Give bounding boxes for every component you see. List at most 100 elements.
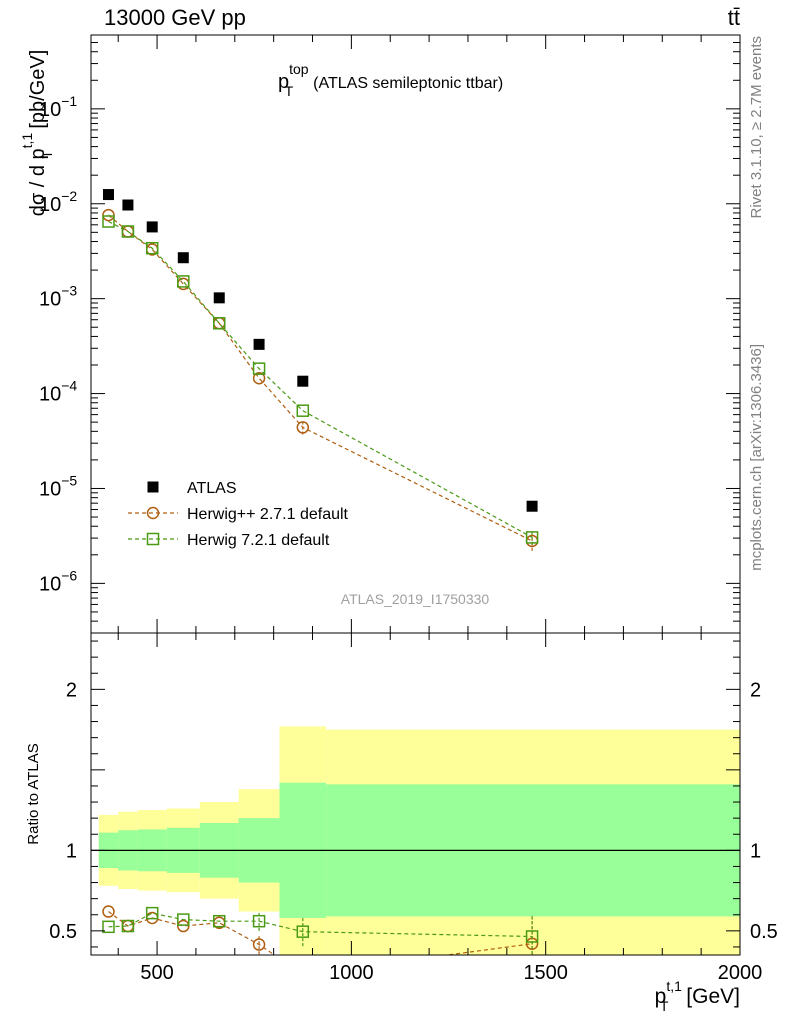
main-panel: 10−610−510−410−310−210−1 ptop T (ATLAS sem…: [19, 34, 741, 634]
ratio-point: [177, 913, 190, 926]
ratio-y-axis-label: Ratio to ATLAS: [25, 743, 42, 844]
rivet-label: Rivet 3.1.10, ≥ 2.7M events: [748, 36, 765, 219]
tick-base: 10: [39, 289, 61, 311]
y-tick-label: 10−6: [39, 567, 77, 595]
data-point: [253, 338, 265, 350]
y-tick-label: 10−1: [39, 93, 77, 121]
ratio-point: [212, 914, 226, 928]
legend-label: Herwig 7.2.1 default: [187, 532, 330, 549]
data-point: [102, 189, 114, 201]
ratio-point: [145, 906, 159, 920]
y-tick-label: 10−2: [39, 188, 77, 216]
ratio-plot-area: [91, 726, 740, 955]
xlabel-sub: T: [660, 998, 669, 1014]
ratio-series-line: [108, 912, 533, 938]
xlabel-post: [GeV]: [680, 985, 740, 1008]
tick-base: 10: [39, 99, 61, 121]
data-point: [525, 531, 539, 544]
title-rest: (ATLAS semileptonic ttbar): [313, 75, 503, 92]
data-point: [121, 225, 135, 238]
ratio-point: [177, 919, 190, 933]
data-point: [252, 372, 266, 385]
ylabel-pre: dσ / d p: [27, 148, 49, 216]
legend-label: Herwig++ 2.7.1 default: [187, 506, 349, 523]
tick-exponent: −1: [61, 93, 77, 109]
main-y-axis-label: dσ / d pt,1 T [pb/GeV]: [19, 50, 55, 217]
legend-marker: [146, 506, 160, 520]
tick-base: 10: [39, 573, 61, 595]
ratio-series-1: [102, 906, 539, 955]
data-point: [177, 277, 190, 291]
ratio-panel: 0.5 0.5 1 1 2 2 500 1000 1500 2000 Ratio to ATLAS…: [25, 632, 778, 1014]
x-tick-label: 2000: [718, 962, 763, 984]
data-point: [296, 421, 310, 434]
main-axis-ticks: [91, 35, 741, 634]
x-tick-label: 1500: [523, 962, 568, 984]
plot-title: ptop T (ATLAS semileptonic ttbar): [278, 61, 503, 99]
tick-base: 10: [39, 384, 61, 406]
ratio-y-tick-label: 0.5: [49, 921, 77, 943]
tick-exponent: −6: [61, 567, 77, 583]
tick-base: 10: [39, 478, 61, 500]
data-point: [146, 221, 158, 233]
energy-label: 13000 GeV pp: [104, 5, 246, 30]
ratio-tick-labels: 0.5 0.5 1 1 2 2 500 1000 1500 2000: [49, 679, 778, 984]
y-tick-label: 10−3: [39, 283, 77, 311]
tick-exponent: −3: [61, 283, 77, 299]
ratio-frame: [90, 632, 741, 956]
data-point: [177, 275, 190, 288]
mcplots-label: mcplots.cern.ch [arXiv:1306.3436]: [748, 344, 765, 571]
x-tick-label: 500: [140, 962, 173, 984]
title-sup: top: [289, 61, 309, 77]
ratio-axis-ticks: [91, 633, 741, 955]
series-0: [102, 189, 538, 512]
ylabel-sub: T: [39, 150, 55, 159]
data-point: [102, 215, 115, 228]
ylabel-post: [pb/GeV]: [27, 50, 49, 135]
legend-marker: [146, 532, 160, 546]
ratio-y-tick-label: 1: [66, 840, 77, 862]
data-point: [526, 500, 538, 512]
data-point: [252, 362, 266, 375]
title-sub: T: [285, 83, 294, 99]
x-tick-label: 1000: [329, 962, 374, 984]
data-point: [102, 208, 115, 222]
ratio-point: [252, 938, 266, 951]
ratio-series-line: [108, 911, 533, 955]
legend-marker: [147, 481, 159, 493]
ratio-point: [525, 930, 539, 943]
analysis-watermark: ATLAS_2019_I1750330: [341, 591, 490, 607]
xlabel-sup: t,1: [666, 978, 682, 994]
data-point: [177, 252, 189, 264]
data-point: [297, 375, 309, 387]
data-point: [145, 241, 159, 255]
legend: ATLAS Herwig++ 2.7.1 default Herwig 7.2.1 …: [128, 480, 349, 549]
ratio-point: [296, 925, 310, 938]
data-point: [122, 199, 134, 211]
main-plot-area: [102, 189, 539, 551]
series-line: [108, 214, 533, 542]
process-label: tt̄: [728, 5, 740, 30]
tick-base: 10: [39, 194, 61, 216]
x-axis-label: pt,1 T [GeV]: [655, 978, 740, 1014]
data-point: [296, 404, 310, 417]
data-point: [213, 292, 225, 304]
data-point: [212, 317, 226, 330]
xlabel-pre: p: [655, 985, 667, 1008]
main-y-tick-labels: 10−610−510−410−310−210−1: [39, 93, 77, 596]
legend-label: ATLAS: [187, 480, 237, 497]
ratio-y-tick-label-right: 0.5: [750, 921, 778, 943]
series-2: [102, 215, 539, 545]
ratio-point: [121, 919, 135, 933]
ylabel-sup: t,1: [19, 133, 35, 149]
tick-exponent: −4: [61, 378, 77, 394]
tick-exponent: −5: [61, 472, 77, 488]
series-1: [102, 208, 539, 551]
ratio-y-tick-label-right: 2: [750, 679, 761, 701]
ratio-y-tick-label-right: 1: [750, 840, 761, 862]
ratio-point: [102, 905, 115, 918]
tick-exponent: −2: [61, 188, 77, 204]
ratio-point: [252, 914, 266, 928]
y-tick-label: 10−4: [39, 378, 77, 406]
